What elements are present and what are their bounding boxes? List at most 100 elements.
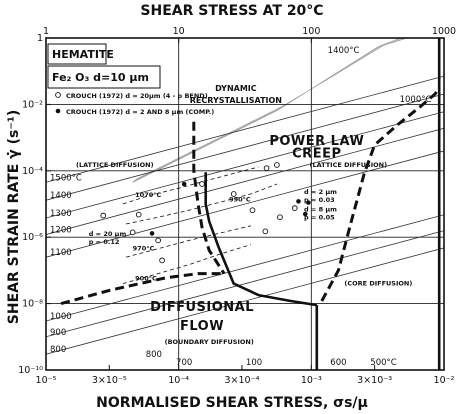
open-data-point <box>155 237 161 244</box>
open-data-point <box>249 207 256 214</box>
y-tick-label: 10⁻⁶ <box>22 232 43 243</box>
region-label: POWER LAW <box>269 134 364 149</box>
y-tick-label: 10⁻¹⁰ <box>18 365 43 376</box>
experimental-curve-label: 990°C <box>229 195 251 203</box>
y-tick-label: 10⁻² <box>22 99 43 110</box>
experimental-curve <box>125 183 278 225</box>
experimental-curve-label: 970°C <box>133 244 155 252</box>
y-tick-label: 10⁻⁴ <box>22 166 43 177</box>
field-boundary-solid <box>204 172 318 307</box>
region-label: FLOW <box>180 319 224 334</box>
x-tick-label: 10⁻³ <box>301 375 322 386</box>
material-name: HEMATITE <box>52 48 114 61</box>
open-data-point <box>135 211 142 218</box>
region-label: RECRYSTALLISATION <box>190 96 282 105</box>
legend-marker-open <box>55 92 61 98</box>
region-label: CREEP <box>292 147 341 162</box>
y-tick-label: 10⁻⁸ <box>22 299 43 310</box>
filled-data-point <box>302 211 308 217</box>
isotherm-label: 900 <box>50 328 66 338</box>
annotation-labels: 800 700 100 600 500°C 1000°C 1400°C DYNAMIC RECR… <box>76 46 431 368</box>
plot-frame <box>45 37 445 371</box>
x-tick-label: 10⁻⁴ <box>168 375 189 386</box>
experimental-curve-label: 1070°C <box>135 191 161 199</box>
open-data-point <box>291 205 298 211</box>
open-data-point <box>277 214 283 221</box>
top-tick-label: 10 <box>173 26 185 37</box>
isotherm-lines: 1500°C 1400 1300 1200 1100 1000 900 800 <box>46 75 444 355</box>
isotherm-label: 1200 <box>50 226 72 236</box>
isotherm-edge-label: 500°C <box>370 358 396 368</box>
isotherm-edge-label: 1400°C <box>328 46 360 56</box>
grain-size-annotation: d = 2 μm <box>304 188 337 196</box>
x-tick-label: 10⁻⁵ <box>36 375 57 386</box>
filled-data-point <box>306 200 311 205</box>
region-label: DIFFUSIONAL <box>150 300 254 315</box>
field-boundaries <box>60 38 441 370</box>
isotherm-label: 1000 <box>50 312 72 322</box>
formula-box-frame <box>47 65 161 89</box>
legend-marker-filled <box>55 108 61 114</box>
field-boundary-dashed <box>192 121 226 275</box>
x-tick-label: 3×10⁻³ <box>357 375 392 386</box>
x-tick-label: 3×10⁻⁴ <box>225 375 260 386</box>
isotherm-edge-label: 700 <box>176 358 192 368</box>
experimental-curve <box>122 244 251 284</box>
experimental-curve-label: 900°C <box>135 274 157 282</box>
grain-size-annotation: d = 20 μm <box>89 230 127 238</box>
isotherm-line <box>46 214 444 322</box>
top-axis-ticks: 1 10 100 1000 <box>43 26 456 43</box>
grain-size-annotation: p = 0.03 <box>304 196 335 204</box>
open-data-point <box>129 229 136 236</box>
open-data-point <box>262 228 269 235</box>
field-boundary-dashed <box>320 87 441 302</box>
isotherm-line <box>46 127 444 235</box>
left-axis-title: SHEAR STRAIN RATE γ̇ (s⁻¹) <box>6 110 22 324</box>
region-label: DYNAMIC <box>215 84 257 93</box>
material-box: HEMATITE Fe₂ O₃ d=10 μm <box>47 43 161 89</box>
legend: CROUCH (1972) d = 20μm (4 - p BEND) CROUC… <box>55 92 214 116</box>
filled-data-point <box>149 231 155 236</box>
open-data-point <box>159 257 165 264</box>
isotherm-line <box>46 111 444 219</box>
x-tick-label: 10⁻² <box>434 375 455 386</box>
grain-size-annotation: p = 0.05 <box>304 213 335 221</box>
mechanism-label: (BOUNDARY DIFFUSION) <box>165 338 254 346</box>
isotherm-label: 1100 <box>50 248 72 258</box>
isotherm-label: 1400 <box>50 191 72 201</box>
isotherm-label: 800 <box>50 345 66 355</box>
top-tick-label: 100 <box>302 26 320 37</box>
legend-text: CROUCH (1972) d = 2 AND 8 μm (COMP.) <box>66 108 214 116</box>
open-data-point <box>274 162 280 168</box>
isotherm-line <box>46 247 444 355</box>
material-formula: Fe₂ O₃ d=10 μm <box>52 71 149 84</box>
filled-data-point <box>296 199 301 204</box>
experimental-curve <box>122 166 259 205</box>
isotherm-line <box>46 75 444 183</box>
isotherm-edge-label: 800 <box>146 350 162 360</box>
bottom-axis-title: NORMALISED SHEAR STRESS, σs/μ <box>96 395 368 411</box>
isotherm-line <box>46 230 444 338</box>
open-data-point <box>100 212 107 219</box>
filled-data-point <box>181 181 187 187</box>
top-tick-label: 1 <box>43 26 49 37</box>
isotherm-edge-label: 1000°C <box>400 95 432 105</box>
open-data-point <box>199 181 205 187</box>
data-points <box>100 162 311 264</box>
isotherm-label: 1500°C <box>50 173 82 183</box>
legend-text: CROUCH (1972) d = 20μm (4 - p BEND) <box>66 92 208 100</box>
isotherm-label: 1300 <box>50 209 72 219</box>
isotherm-line <box>46 150 444 258</box>
y-tick-label: 1 <box>37 33 43 44</box>
isotherm-edge-label: 100 <box>246 358 262 368</box>
experimental-curves: 1070°C 990°C 970°C 900°C <box>122 166 278 284</box>
bottom-axis-ticks: 10⁻⁵ 3×10⁻⁵ 10⁻⁴ 3×10⁻⁴ 10⁻³ 3×10⁻³ 10⁻² <box>36 365 455 386</box>
mechanism-label: (LATTICE DIFFUSION) <box>76 161 154 169</box>
x-tick-label: 3×10⁻⁵ <box>92 375 127 386</box>
isotherm-edge-label: 600 <box>330 358 346 368</box>
mechanism-label: (LATTICE DIFFUSION) <box>310 161 388 169</box>
top-tick-label: 1000 <box>432 26 456 37</box>
left-axis-ticks: 1 10⁻² 10⁻⁴ 10⁻⁶ 10⁻⁸ 10⁻¹⁰ <box>18 33 51 376</box>
grain-size-annotation: p = 0.12 <box>89 238 120 246</box>
experimental-curve <box>125 225 251 258</box>
